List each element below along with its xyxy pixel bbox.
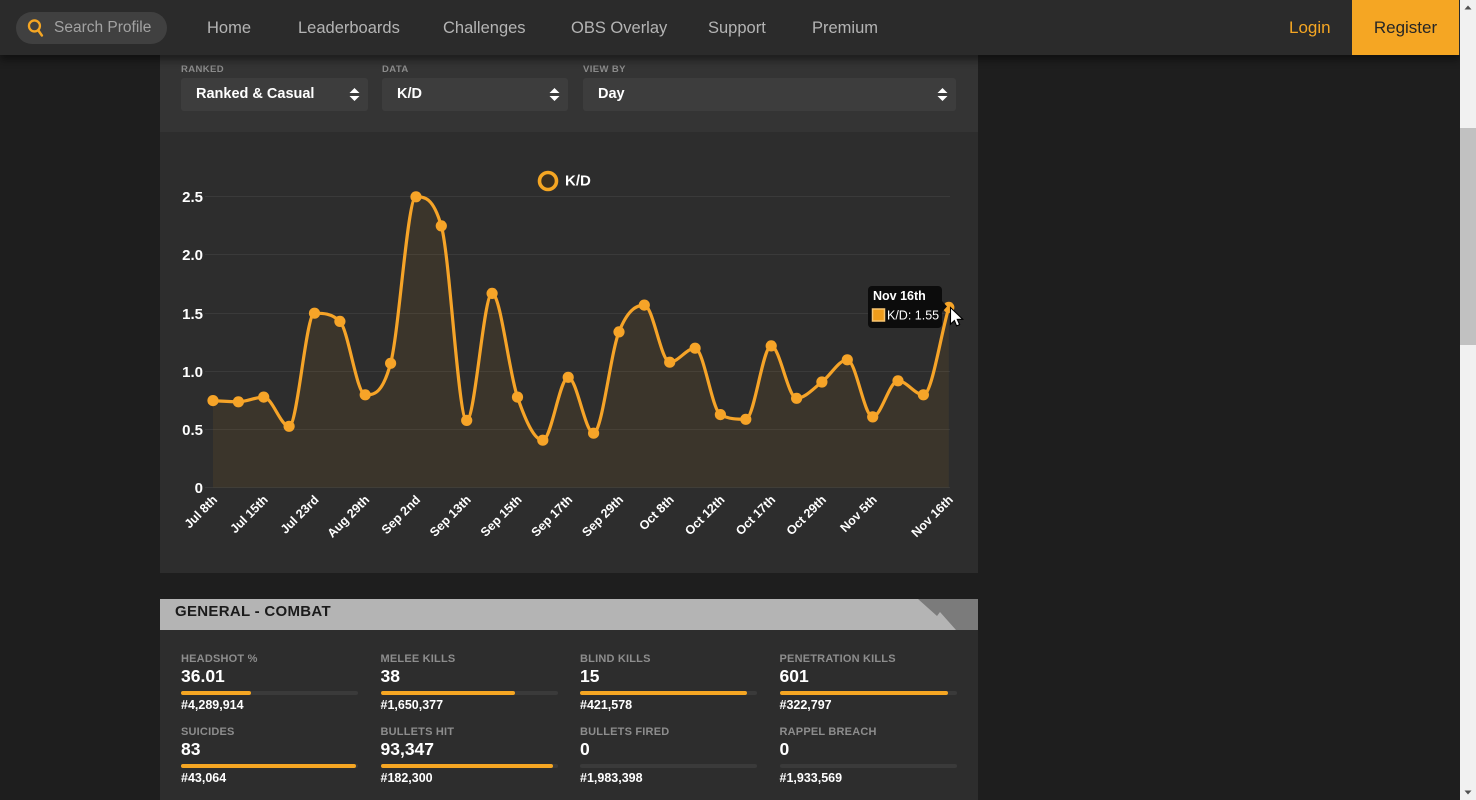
svg-text:Sep 13th: Sep 13th [427,493,474,540]
svg-text:Oct 8th: Oct 8th [636,493,676,533]
svg-text:Sep 29th: Sep 29th [579,493,626,540]
svg-text:Oct 29th: Oct 29th [784,493,829,538]
svg-text:0.5: 0.5 [182,422,203,439]
svg-text:K/D: 1.55: K/D: 1.55 [887,309,939,323]
svg-text:2.0: 2.0 [182,247,203,264]
svg-text:1.0: 1.0 [182,364,203,381]
svg-text:0: 0 [195,480,203,497]
svg-text:2.5: 2.5 [182,189,203,206]
svg-text:Aug 29th: Aug 29th [325,493,373,541]
svg-text:Nov 16th: Nov 16th [909,493,956,540]
svg-text:Oct 12th: Oct 12th [682,493,727,538]
svg-text:Sep 2nd: Sep 2nd [379,493,423,537]
svg-text:Nov 5th: Nov 5th [838,493,880,535]
svg-text:Nov 16th: Nov 16th [873,289,926,303]
svg-text:Sep 15th: Sep 15th [478,493,525,540]
svg-text:1.5: 1.5 [182,306,203,323]
svg-text:Jul 8th: Jul 8th [182,493,220,531]
svg-text:Jul 15th: Jul 15th [228,493,271,536]
svg-text:Sep 17th: Sep 17th [529,493,576,540]
svg-text:K/D: K/D [565,173,591,190]
svg-text:Oct 17th: Oct 17th [733,493,778,538]
svg-text:Jul 23rd: Jul 23rd [278,493,322,537]
